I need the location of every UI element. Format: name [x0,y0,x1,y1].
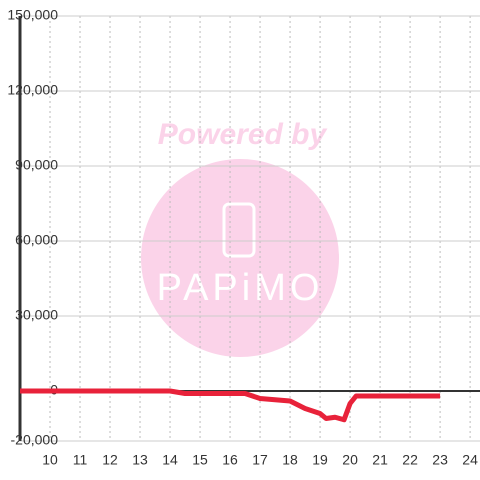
x-tick-label: 23 [432,452,448,468]
x-tick-label: 22 [402,452,418,468]
data-line [20,388,441,423]
x-tick-label: 10 [42,452,58,468]
x-tick-label: 17 [252,452,268,468]
x-tick-label: 13 [132,452,148,468]
watermark-text: Powered by [158,118,328,151]
x-tick-label: 15 [192,452,208,468]
x-tick-label: 19 [312,452,328,468]
watermark-circle [141,159,339,357]
y-tick-label: 90,000 [15,157,58,173]
x-tick-label: 14 [162,452,178,468]
watermark-icon [222,202,256,258]
y-tick-label: 30,000 [15,307,58,323]
x-tick-label: 11 [73,452,88,468]
x-tick-label: 18 [282,452,298,468]
y-tick-label: 150,000 [7,7,58,23]
x-tick-label: 12 [102,452,118,468]
x-tick-label: 24 [462,452,478,468]
x-tick-label: 21 [372,452,388,468]
watermark-logo: PAPiMO [157,267,324,309]
y-tick-label: 120,000 [7,82,58,98]
y-tick-label: -20,000 [11,432,59,448]
x-tick-label: 16 [222,452,238,468]
y-tick-label: 60,000 [15,232,58,248]
x-tick-label: 20 [342,452,358,468]
